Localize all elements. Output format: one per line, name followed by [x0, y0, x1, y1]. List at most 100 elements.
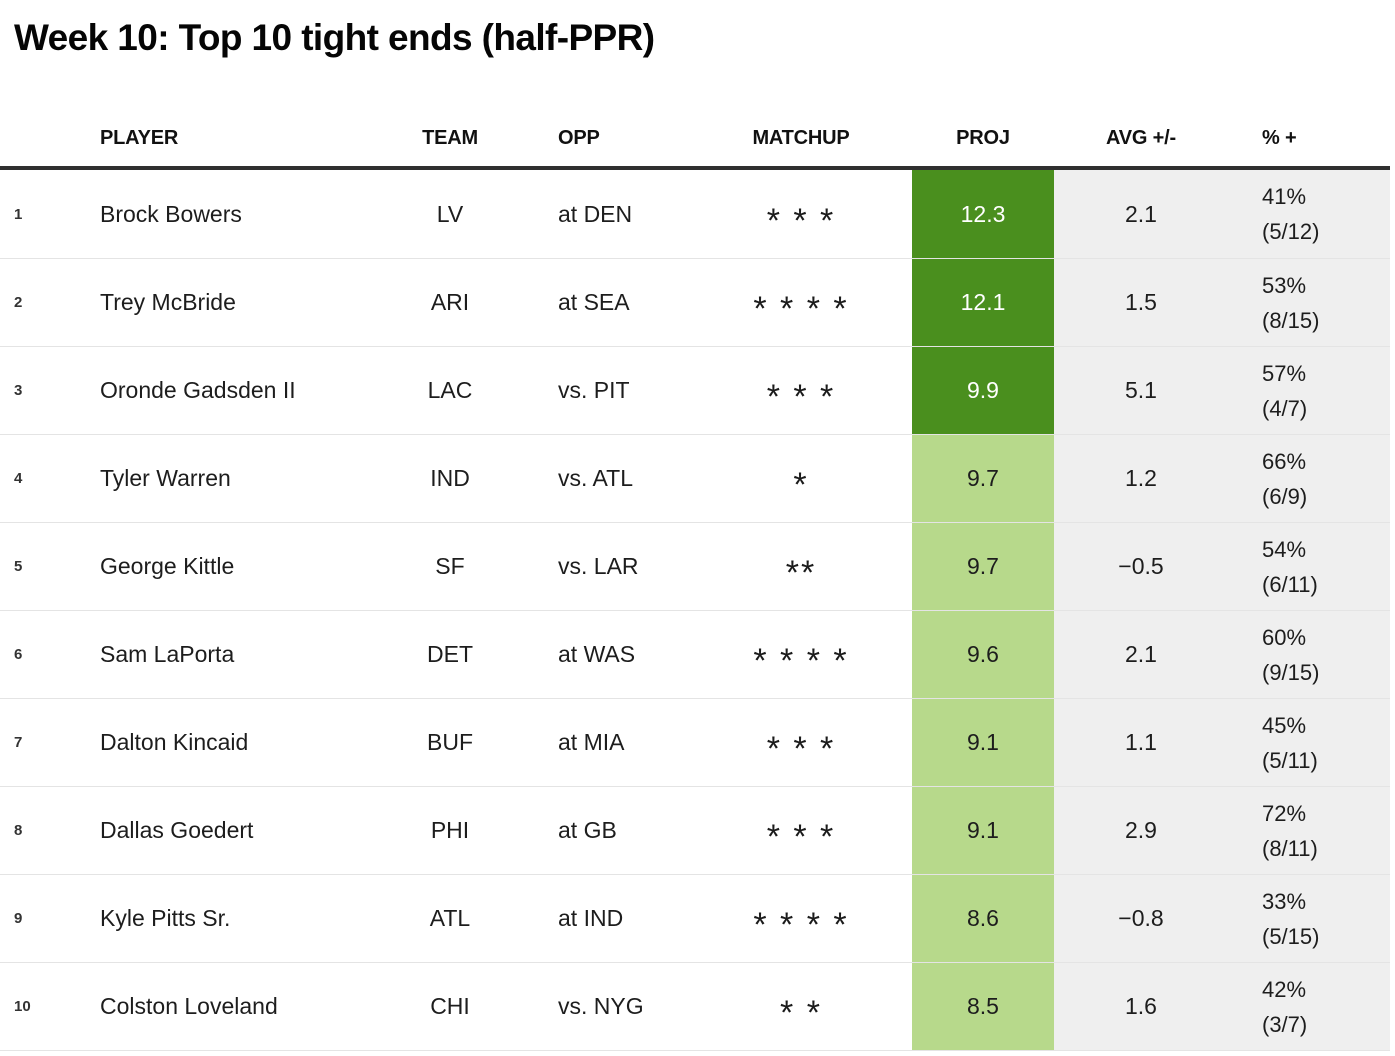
column-header-opp: OPP: [558, 127, 600, 149]
player-name: Colston Loveland: [100, 993, 278, 1019]
avg-plus-minus-value: 1.1: [1054, 699, 1228, 786]
percent-over-cell: 41% (5/12): [1228, 170, 1390, 258]
percent-over-value: 42%: [1262, 976, 1307, 1002]
percent-over-fraction: (3/7): [1262, 1011, 1308, 1037]
player-name: Brock Bowers: [100, 200, 242, 227]
player-name: Trey McBride: [100, 289, 236, 315]
opponent: at GB: [558, 817, 617, 843]
team-abbreviation: ARI: [430, 289, 470, 315]
matchup-cell: * * *: [690, 170, 912, 258]
table-row: 2 Trey McBride ARI at SEA * * * * 12.1 1.5 53% (…: [0, 258, 1390, 346]
percent-over-cell: 42% (3/7): [1228, 963, 1390, 1050]
percent-over-fraction: (6/9): [1262, 483, 1308, 509]
percent-over-value: 57%: [1262, 360, 1307, 386]
opponent: at IND: [558, 905, 624, 931]
team-abbreviation: LV: [436, 200, 464, 227]
matchup-cell: * * * *: [690, 611, 912, 698]
opponent: vs. PIT: [558, 377, 630, 403]
percent-over-value: 60%: [1262, 624, 1307, 650]
opponent: vs. LAR: [558, 553, 639, 579]
percent-over-cell: 54% (6/11): [1228, 523, 1390, 610]
rank-number: 1: [14, 205, 23, 223]
player-name: Dallas Goedert: [100, 817, 254, 843]
column-header-pct: % +: [1262, 127, 1297, 149]
percent-over-value: 72%: [1262, 800, 1307, 826]
column-header-team: TEAM: [422, 127, 478, 149]
player-name: Kyle Pitts Sr.: [100, 905, 231, 931]
rankings-table: PLAYER TEAM OPP MATCHUP PROJ AVG +/- % + 1 Broc…: [0, 62, 1390, 1051]
matchup-stars-icon: * *: [780, 994, 822, 1032]
projection-value: 9.6: [912, 611, 1054, 698]
team-abbreviation: LAC: [427, 377, 473, 403]
matchup-stars-icon: *: [793, 466, 809, 504]
percent-over-fraction: (4/7): [1262, 395, 1308, 421]
team-abbreviation: PHI: [430, 817, 470, 843]
table-row: 10 Colston Loveland CHI vs. NYG * * 8.5 1.6 42%…: [0, 962, 1390, 1050]
team-abbreviation: IND: [430, 465, 470, 491]
rank-number: 8: [14, 822, 23, 839]
percent-over-fraction: (9/15): [1262, 659, 1320, 685]
percent-over-fraction: (5/12): [1262, 219, 1320, 244]
rank-number: 6: [14, 646, 23, 663]
table-row: 4 Tyler Warren IND vs. ATL * 9.7 1.2 66% (6/9): [0, 434, 1390, 522]
matchup-cell: *: [690, 435, 912, 522]
percent-over-fraction: (8/15): [1262, 307, 1320, 333]
matchup-stars-icon: * * *: [766, 818, 836, 856]
table-body: 1 Brock Bowers LV at DEN * * * 12.3 2.1 41% (5/1…: [0, 170, 1390, 1051]
player-name: George Kittle: [100, 553, 235, 579]
player-name: Tyler Warren: [100, 465, 231, 491]
percent-over-cell: 33% (5/15): [1228, 875, 1390, 962]
avg-plus-minus-value: 2.9: [1054, 787, 1228, 874]
projection-value: 8.6: [912, 875, 1054, 962]
matchup-stars-icon: * * *: [766, 378, 836, 416]
matchup-cell: * * * *: [690, 259, 912, 346]
avg-plus-minus-value: 1.5: [1054, 259, 1228, 346]
percent-over-value: 33%: [1262, 888, 1307, 914]
projection-value: 9.7: [912, 435, 1054, 522]
matchup-cell: * * *: [690, 787, 912, 874]
percent-over-fraction: (6/11): [1262, 571, 1318, 597]
percent-over-cell: 53% (8/15): [1228, 259, 1390, 346]
matchup-stars-icon: * * *: [766, 201, 836, 240]
percent-over-value: 54%: [1262, 536, 1307, 562]
matchup-stars-icon: * * * *: [753, 642, 849, 680]
column-header-player: PLAYER: [100, 127, 179, 149]
percent-over-value: 45%: [1262, 712, 1307, 738]
rank-number: 7: [14, 734, 23, 751]
percent-over-cell: 66% (6/9): [1228, 435, 1390, 522]
percent-over-value: 66%: [1262, 448, 1307, 474]
avg-plus-minus-value: 1.2: [1054, 435, 1228, 522]
table-row: 8 Dallas Goedert PHI at GB * * * 9.1 2.9 72% (8/…: [0, 786, 1390, 874]
rank-number: 2: [14, 294, 23, 311]
avg-plus-minus-value: 1.6: [1054, 963, 1228, 1050]
team-abbreviation: BUF: [427, 729, 473, 755]
opponent: at MIA: [558, 729, 625, 755]
percent-over-fraction: (8/11): [1262, 835, 1318, 861]
table-header-row: PLAYER TEAM OPP MATCHUP PROJ AVG +/- % +: [0, 62, 1390, 170]
projection-value: 9.1: [912, 699, 1054, 786]
team-abbreviation: SF: [435, 553, 465, 579]
table-row: 6 Sam LaPorta DET at WAS * * * * 9.6 2.1 60% (9/…: [0, 610, 1390, 698]
matchup-stars-icon: * * * *: [753, 290, 849, 328]
opponent: vs. NYG: [558, 993, 644, 1019]
percent-over-cell: 60% (9/15): [1228, 611, 1390, 698]
matchup-cell: * * *: [690, 699, 912, 786]
column-header-matchup: MATCHUP: [752, 127, 850, 149]
opponent: at WAS: [558, 641, 636, 667]
percent-over-value: 53%: [1262, 272, 1307, 298]
column-header-proj: PROJ: [956, 127, 1010, 149]
column-header-rank: [0, 150, 86, 166]
rank-number: 3: [14, 382, 23, 399]
opponent: vs. ATL: [558, 465, 633, 491]
avg-plus-minus-value: 2.1: [1054, 170, 1228, 258]
projection-value: 12.1: [912, 259, 1054, 346]
projection-value: 9.1: [912, 787, 1054, 874]
column-header-avg: AVG +/-: [1106, 127, 1176, 149]
avg-plus-minus-value: 5.1: [1054, 347, 1228, 434]
matchup-stars-icon: **: [785, 554, 817, 592]
matchup-stars-icon: * * * *: [753, 906, 849, 944]
avg-plus-minus-value: −0.8: [1054, 875, 1228, 962]
rank-number: 4: [14, 470, 23, 487]
projection-value: 9.9: [912, 347, 1054, 434]
